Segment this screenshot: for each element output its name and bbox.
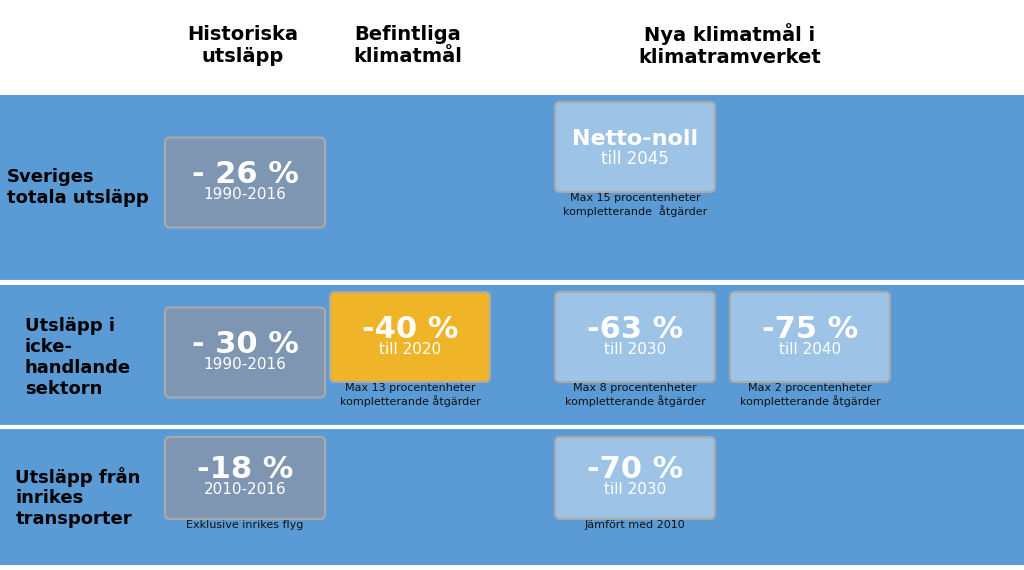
- Text: - 30 %: - 30 %: [191, 330, 298, 359]
- Text: 1990-2016: 1990-2016: [204, 187, 287, 202]
- FancyBboxPatch shape: [555, 437, 715, 519]
- Text: - 26 %: - 26 %: [191, 160, 298, 189]
- Bar: [0, 285, 1024, 430]
- Text: Max 2 procentenheter
kompletterande åtgärder: Max 2 procentenheter kompletterande åtgä…: [739, 383, 881, 407]
- FancyBboxPatch shape: [165, 137, 325, 227]
- Text: -18 %: -18 %: [197, 455, 293, 484]
- FancyBboxPatch shape: [330, 292, 490, 382]
- Text: -63 %: -63 %: [587, 315, 683, 344]
- Text: till 2030: till 2030: [604, 482, 667, 498]
- Bar: [0, 430, 1024, 565]
- Text: 1990-2016: 1990-2016: [204, 357, 287, 372]
- Text: Max 13 procentenheter
kompletterande åtgärder: Max 13 procentenheter kompletterande åtg…: [340, 383, 480, 407]
- FancyBboxPatch shape: [165, 437, 325, 519]
- FancyBboxPatch shape: [165, 307, 325, 397]
- Text: Utsläpp i
icke-
handlande
sektorn: Utsläpp i icke- handlande sektorn: [25, 317, 131, 398]
- Text: Befintliga
klimatmål: Befintliga klimatmål: [353, 25, 463, 66]
- Text: Sveriges
totala utsläpp: Sveriges totala utsläpp: [7, 168, 148, 207]
- Text: Utsläpp från
inrikes
transporter: Utsläpp från inrikes transporter: [15, 467, 140, 528]
- Text: till 2030: till 2030: [604, 341, 667, 356]
- Text: Exklusive inrikes flyg: Exklusive inrikes flyg: [186, 520, 304, 530]
- Text: Netto-noll: Netto-noll: [572, 129, 698, 149]
- Text: Max 8 procentenheter
kompletterande åtgärder: Max 8 procentenheter kompletterande åtgä…: [564, 383, 706, 407]
- Bar: [0, 0, 1024, 90]
- Bar: [0, 95, 1024, 280]
- Text: -40 %: -40 %: [361, 315, 458, 344]
- Text: 2010-2016: 2010-2016: [204, 482, 287, 498]
- Text: till 2020: till 2020: [379, 341, 441, 356]
- Text: Historiska
utsläpp: Historiska utsläpp: [187, 25, 299, 66]
- Text: Nya klimatmål i
klimatramverket: Nya klimatmål i klimatramverket: [639, 23, 821, 67]
- FancyBboxPatch shape: [555, 102, 715, 192]
- Text: Jämfört med 2010: Jämfört med 2010: [585, 520, 685, 530]
- FancyBboxPatch shape: [555, 292, 715, 382]
- Text: Max 15 procentenheter
kompletterande  åtgärder: Max 15 procentenheter kompletterande åtg…: [563, 193, 708, 217]
- FancyBboxPatch shape: [730, 292, 890, 382]
- Text: till 2045: till 2045: [601, 150, 669, 168]
- Text: till 2040: till 2040: [779, 341, 841, 356]
- Text: -70 %: -70 %: [587, 455, 683, 484]
- Text: -75 %: -75 %: [762, 315, 858, 344]
